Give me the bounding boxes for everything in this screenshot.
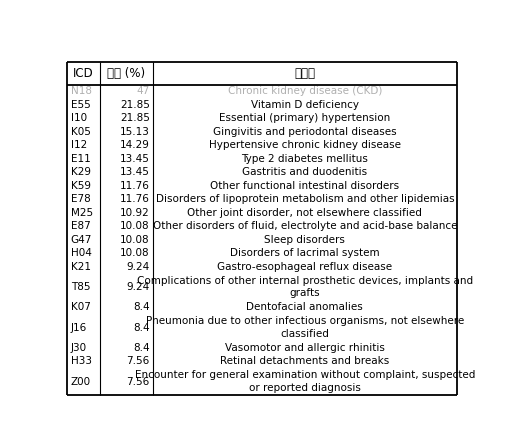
Text: K07: K07 <box>71 302 90 312</box>
Text: 9.24: 9.24 <box>127 282 150 292</box>
Text: Gingivitis and periodontal diseases: Gingivitis and periodontal diseases <box>213 127 397 137</box>
Text: K59: K59 <box>71 181 90 191</box>
Text: 11.76: 11.76 <box>120 194 150 204</box>
Text: 13.45: 13.45 <box>120 154 150 164</box>
Text: M25: M25 <box>71 208 92 218</box>
Text: Type 2 diabetes mellitus: Type 2 diabetes mellitus <box>241 154 368 164</box>
Text: 10.08: 10.08 <box>120 249 150 258</box>
Text: 21.85: 21.85 <box>120 100 150 110</box>
Text: Disorders of lacrimal system: Disorders of lacrimal system <box>230 249 380 258</box>
Text: 10.92: 10.92 <box>120 208 150 218</box>
Text: Essential (primary) hypertension: Essential (primary) hypertension <box>219 114 390 123</box>
Text: E78: E78 <box>71 194 90 204</box>
Text: Gastritis and duodenitis: Gastritis and duodenitis <box>242 167 367 177</box>
Text: 10.08: 10.08 <box>120 221 150 232</box>
Text: K05: K05 <box>71 127 90 137</box>
Text: H33: H33 <box>71 356 91 367</box>
Text: 13.45: 13.45 <box>120 167 150 177</box>
Text: Vitamin D deficiency: Vitamin D deficiency <box>251 100 359 110</box>
Text: 21.85: 21.85 <box>120 114 150 123</box>
Text: 8.4: 8.4 <box>133 343 150 353</box>
Text: I12: I12 <box>71 140 87 150</box>
Text: Dentofacial anomalies: Dentofacial anomalies <box>246 302 363 312</box>
Text: 11.76: 11.76 <box>120 181 150 191</box>
Text: Complications of other internal prosthetic devices, implants and
grafts: Complications of other internal prosthet… <box>137 276 473 299</box>
Text: Sleep disorders: Sleep disorders <box>264 235 345 245</box>
Text: E11: E11 <box>71 154 90 164</box>
Text: 10.08: 10.08 <box>120 235 150 245</box>
Text: Other functional intestinal disorders: Other functional intestinal disorders <box>211 181 400 191</box>
Text: Gastro-esophageal reflux disease: Gastro-esophageal reflux disease <box>217 262 392 272</box>
Text: K21: K21 <box>71 262 90 272</box>
Text: 14.29: 14.29 <box>120 140 150 150</box>
Text: Pneumonia due to other infectious organisms, not elsewhere
classified: Pneumonia due to other infectious organi… <box>146 316 464 339</box>
Text: 8.4: 8.4 <box>133 323 150 333</box>
Text: Other disorders of fluid, electrolyte and acid-base balance: Other disorders of fluid, electrolyte an… <box>153 221 457 232</box>
Text: Hypertensive chronic kidney disease: Hypertensive chronic kidney disease <box>209 140 401 150</box>
Text: Chronic kidney disease (CKD): Chronic kidney disease (CKD) <box>228 86 382 97</box>
Text: G47: G47 <box>71 235 92 245</box>
Text: 9.24: 9.24 <box>127 262 150 272</box>
Text: 7.56: 7.56 <box>127 356 150 367</box>
Text: ICD: ICD <box>73 67 94 80</box>
Text: H04: H04 <box>71 249 91 258</box>
Text: T85: T85 <box>71 282 90 292</box>
Text: I10: I10 <box>71 114 87 123</box>
Text: 비율 (%): 비율 (%) <box>107 67 145 80</box>
Text: 8.4: 8.4 <box>133 302 150 312</box>
Text: Disorders of lipoprotein metabolism and other lipidemias: Disorders of lipoprotein metabolism and … <box>155 194 454 204</box>
Text: 47: 47 <box>136 86 150 97</box>
Text: Other joint disorder, not elsewhere classified: Other joint disorder, not elsewhere clas… <box>188 208 422 218</box>
Text: Z00: Z00 <box>71 376 91 387</box>
Text: Retinal detachments and breaks: Retinal detachments and breaks <box>220 356 389 367</box>
Text: E87: E87 <box>71 221 90 232</box>
Text: Encounter for general examination without complaint, suspected
or reported diagn: Encounter for general examination withou… <box>135 370 475 393</box>
Text: 진단명: 진단명 <box>294 67 315 80</box>
Text: J30: J30 <box>71 343 87 353</box>
Text: J16: J16 <box>71 323 87 333</box>
Text: K29: K29 <box>71 167 90 177</box>
Text: N18: N18 <box>71 86 91 97</box>
Text: 7.56: 7.56 <box>127 376 150 387</box>
Text: 15.13: 15.13 <box>120 127 150 137</box>
Text: Vasomotor and allergic rhinitis: Vasomotor and allergic rhinitis <box>225 343 385 353</box>
Text: E55: E55 <box>71 100 90 110</box>
